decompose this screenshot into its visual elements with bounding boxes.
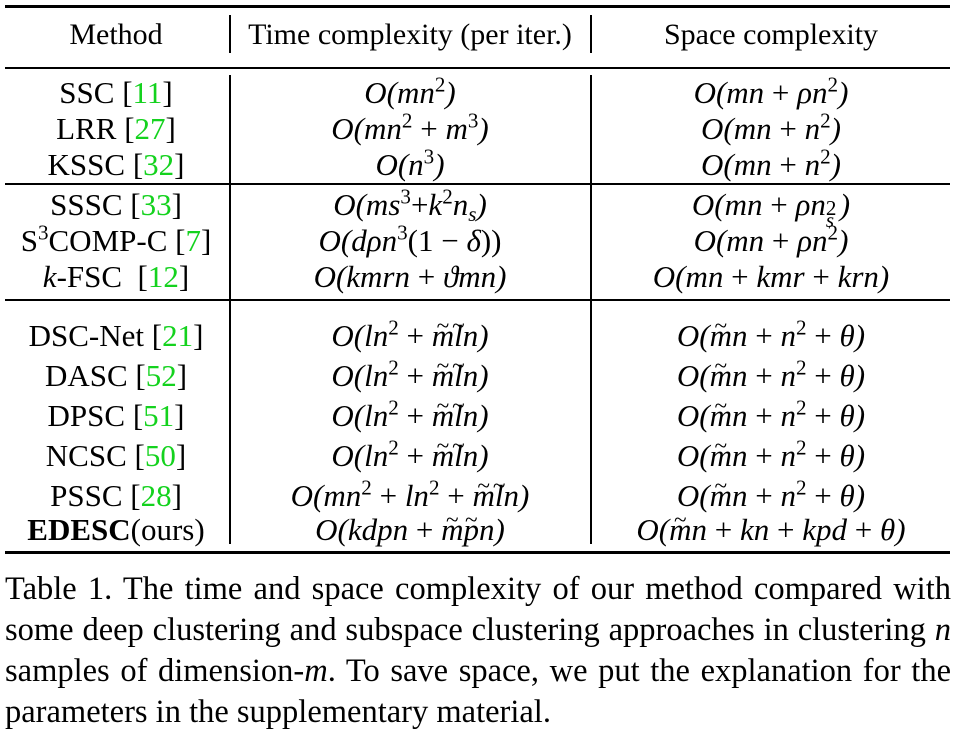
row-kfsc-time: O(kmrn + ϑmn) — [313, 259, 507, 294]
group1-rule — [5, 183, 950, 185]
row-sssc-space: O(mn + ρn 2 s) — [691, 187, 851, 233]
citation-link[interactable]: 32 — [143, 147, 175, 182]
header-divider-right — [590, 15, 592, 53]
row-ncsc-time: O(ln2 + mln) — [231, 437, 589, 474]
row-dasc-method: DASC [52] — [44, 358, 188, 393]
method-name: DSC-Net — [28, 318, 144, 353]
header-space-complexity: Space complexity — [663, 18, 879, 51]
row-lrr-method: LRR [27] — [56, 111, 176, 146]
method-name: KSSC — [47, 147, 126, 182]
header-rule — [5, 67, 950, 69]
method-name: DPSC — [47, 398, 126, 433]
row-dscnet-space: O(mn + n2 + θ) — [592, 317, 950, 354]
method-name: DASC — [44, 358, 128, 393]
row-ssc-time: O(mn2) — [364, 72, 456, 110]
method-name: LRR — [56, 111, 117, 146]
method-name: PSSC — [50, 478, 123, 513]
row-pssc-space: O(mn + n2 + θ) — [592, 477, 950, 514]
row-pssc-time: O(mn2 + ln2 + mln) — [231, 477, 589, 514]
row-s3compc-time: O(dρn3(1 − δ)) — [318, 220, 502, 258]
row-edesc-method: EDESC(ours) — [5, 512, 227, 548]
row-sssc-time: O(ms3+k2ns) — [333, 184, 487, 226]
row-ssc-space: O(mn + ρn2) — [693, 72, 849, 110]
method-name: SSC — [59, 75, 115, 110]
column-divider-left — [229, 75, 231, 544]
citation-link[interactable]: 33 — [140, 187, 172, 222]
ours-suffix: (ours) — [130, 512, 205, 547]
row-dpsc-method: DPSC [51] — [47, 398, 185, 433]
row-sssc-method: SSSC [33] — [50, 187, 182, 222]
citation-link[interactable]: 51 — [143, 398, 175, 433]
row-edesc-space: O(mn + kn + kpd + θ) — [592, 512, 950, 548]
citation-link[interactable]: 11 — [132, 75, 163, 110]
citation-link[interactable]: 52 — [145, 358, 177, 393]
table-caption: Table 1. The time and space complexity o… — [5, 571, 952, 730]
row-ssc-method: SSC [11] — [59, 75, 173, 110]
citation-link[interactable]: 28 — [140, 478, 172, 513]
row-kssc-method: KSSC [32] — [47, 147, 185, 182]
row-lrr-time: O(mn2 + m3) — [331, 108, 489, 146]
row-kssc-time: O(n3) — [375, 144, 445, 182]
method-name: SSSC — [50, 187, 123, 222]
citation-link[interactable]: 12 — [147, 259, 179, 294]
header-divider-left — [229, 15, 231, 53]
bottom-rule — [5, 551, 950, 554]
row-kfsc-method: k-FSC [12] — [42, 259, 190, 294]
group2-rule — [5, 299, 950, 301]
top-rule — [5, 5, 950, 8]
row-edesc-time: O(kdpn + mpn) — [231, 512, 589, 548]
row-kfsc-space: O(mn + kmr + krn) — [652, 259, 890, 294]
row-dpsc-space: O(mn + n2 + θ) — [592, 397, 950, 434]
row-dscnet-method: DSC-Net [21] — [28, 318, 204, 353]
row-s3compc-space: O(mn + ρn2) — [693, 220, 849, 258]
method-name: EDESC — [27, 512, 131, 547]
row-dpsc-time: O(ln2 + mln) — [231, 397, 589, 434]
row-pssc-method: PSSC [28] — [50, 478, 182, 513]
citation-link[interactable]: 21 — [162, 318, 194, 353]
row-s3compc-method: S3COMP-C [7] — [20, 220, 212, 258]
row-kssc-space: O(mn + n2) — [701, 144, 841, 182]
row-dscnet-time: O(ln2 + mln) — [231, 317, 589, 354]
citation-link[interactable]: 50 — [144, 438, 176, 473]
row-dasc-space: O(mn + n2 + θ) — [592, 357, 950, 394]
method-name: NCSC — [45, 438, 127, 473]
column-divider-right — [590, 75, 592, 544]
citation-link[interactable]: 7 — [185, 223, 201, 258]
row-ncsc-space: O(mn + n2 + θ) — [592, 437, 950, 474]
row-ncsc-method: NCSC [50] — [45, 438, 187, 473]
header-method: Method — [69, 18, 163, 51]
row-lrr-space: O(mn + n2) — [701, 108, 841, 146]
header-time-complexity: Time complexity (per iter.) — [248, 18, 572, 51]
citation-link[interactable]: 27 — [134, 111, 166, 146]
row-dasc-time: O(ln2 + mln) — [231, 357, 589, 394]
